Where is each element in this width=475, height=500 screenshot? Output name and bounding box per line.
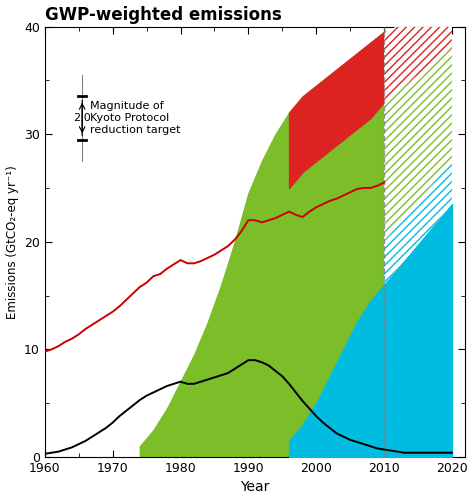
Text: Magnitude of
Kyoto Protocol
reduction target: Magnitude of Kyoto Protocol reduction ta… bbox=[90, 102, 181, 134]
Text: 2.0: 2.0 bbox=[73, 113, 91, 123]
Text: GWP-weighted emissions: GWP-weighted emissions bbox=[45, 6, 282, 24]
Y-axis label: Emissions (GtCO₂-eq yr⁻¹): Emissions (GtCO₂-eq yr⁻¹) bbox=[6, 165, 19, 318]
X-axis label: Year: Year bbox=[240, 480, 270, 494]
